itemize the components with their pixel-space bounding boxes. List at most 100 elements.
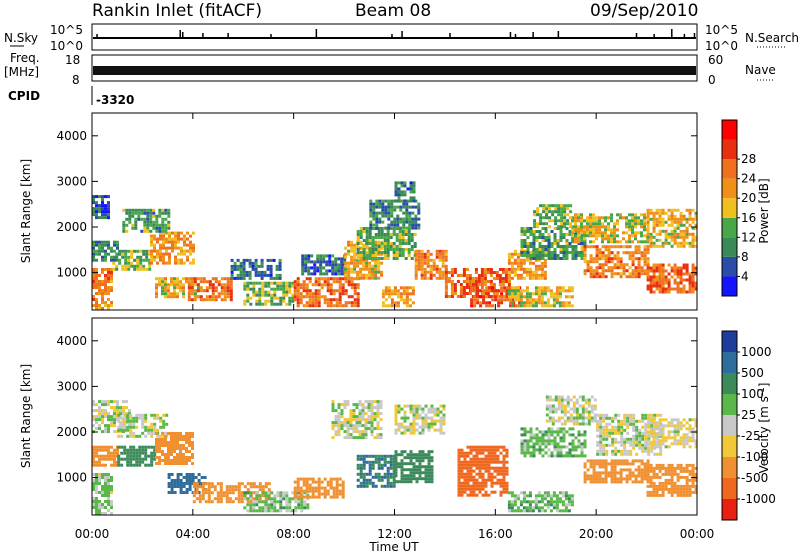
heatmap-cell (617, 260, 620, 263)
heatmap-cell (407, 468, 410, 471)
heatmap-cell (303, 280, 306, 283)
heatmap-cell (656, 264, 659, 267)
heatmap-cell (179, 280, 182, 283)
heatmap-cell (318, 304, 321, 307)
heatmap-cell (104, 482, 107, 485)
heatmap-cell (104, 494, 107, 497)
heatmap-cell (188, 456, 191, 459)
heatmap-cell (584, 251, 587, 254)
heatmap-cell (485, 289, 488, 292)
heatmap-cell (422, 453, 425, 456)
heatmap-cell (380, 403, 383, 406)
heatmap-cell (380, 400, 383, 403)
heatmap-cell (335, 433, 338, 436)
heatmap-cell (307, 257, 310, 260)
heatmap-cell (574, 228, 577, 231)
heatmap-cell (165, 250, 168, 253)
heatmap-cell (382, 301, 385, 304)
heatmap-cell (350, 259, 353, 262)
heatmap-cell (485, 467, 488, 470)
heatmap-cell (542, 233, 545, 236)
heatmap-cell (366, 254, 369, 257)
heatmap-cell (387, 251, 390, 254)
heatmap-cell (374, 262, 377, 265)
heatmap-cell (152, 215, 155, 218)
heatmap-cell (267, 274, 270, 277)
heatmap-cell (369, 257, 372, 260)
heatmap-cell (221, 298, 224, 301)
heatmap-cell (569, 216, 572, 219)
heatmap-cell (297, 283, 300, 286)
heatmap-cell (490, 271, 493, 274)
heatmap-cell (173, 292, 176, 295)
heatmap-cell (152, 221, 155, 224)
heatmap-cell (461, 449, 464, 452)
heatmap-cell (535, 292, 538, 295)
heatmap-cell (650, 209, 653, 212)
heatmap-cell (538, 265, 541, 268)
heatmap-cell (390, 212, 393, 215)
heatmap-cell (461, 467, 464, 470)
heatmap-cell (596, 260, 599, 263)
heatmap-cell (357, 292, 360, 295)
heatmap-cell (451, 271, 454, 274)
heatmap-cell (170, 277, 173, 280)
heatmap-cell (150, 259, 153, 262)
heatmap-cell (276, 494, 279, 497)
heatmap-cell (306, 283, 309, 286)
heatmap-cell (377, 262, 380, 265)
heatmap-cell (524, 254, 527, 257)
heatmap-cell (430, 265, 433, 268)
heatmap-cell (506, 485, 509, 488)
heatmap-cell (548, 442, 551, 445)
heatmap-cell (583, 231, 586, 234)
heatmap-cell (347, 403, 350, 406)
heatmap-cell (542, 222, 545, 225)
heatmap-cell (558, 399, 561, 402)
heatmap-cell (183, 241, 186, 244)
heatmap-cell (333, 280, 336, 283)
heatmap-cell (482, 449, 485, 452)
heatmap-cell (558, 408, 561, 411)
heatmap-cell (604, 231, 607, 234)
heatmap-cell (252, 294, 255, 297)
heatmap-cell (500, 292, 503, 295)
heatmap-cell (520, 268, 523, 271)
heatmap-cell (321, 481, 324, 484)
heatmap-cell (550, 494, 553, 497)
heatmap-cell (327, 484, 330, 487)
heatmap-cell (625, 219, 628, 222)
heatmap-cell (680, 267, 683, 270)
heatmap-cell (485, 304, 488, 307)
heatmap-cell (488, 295, 491, 298)
heatmap-cell (252, 506, 255, 509)
heatmap-cell (656, 212, 659, 215)
heatmap-cell (167, 441, 170, 444)
heatmap-cell (255, 282, 258, 285)
heatmap-cell (571, 234, 574, 237)
heatmap-cell (273, 506, 276, 509)
heatmap-cell (620, 272, 623, 275)
heatmap-cell (523, 494, 526, 497)
heatmap-cell (579, 405, 582, 408)
heatmap-cell (265, 482, 268, 485)
heatmap-cell (433, 262, 436, 265)
heatmap-cell (350, 250, 353, 253)
heatmap-cell (339, 283, 342, 286)
heatmap-cell (619, 216, 622, 219)
heatmap-cell (191, 432, 194, 435)
heatmap-cell (550, 292, 553, 295)
heatmap-cell (350, 247, 353, 250)
heatmap-cell (623, 269, 626, 272)
heatmap-cell (584, 260, 587, 263)
heatmap-cell (485, 449, 488, 452)
heatmap-cell (380, 262, 383, 265)
heatmap-cell (547, 289, 550, 292)
heatmap-cell (590, 269, 593, 272)
heatmap-cell (587, 474, 590, 477)
heatmap-cell (403, 292, 406, 295)
heatmap-cell (415, 265, 418, 268)
heatmap-cell (421, 262, 424, 265)
heatmap-cell (117, 461, 120, 464)
